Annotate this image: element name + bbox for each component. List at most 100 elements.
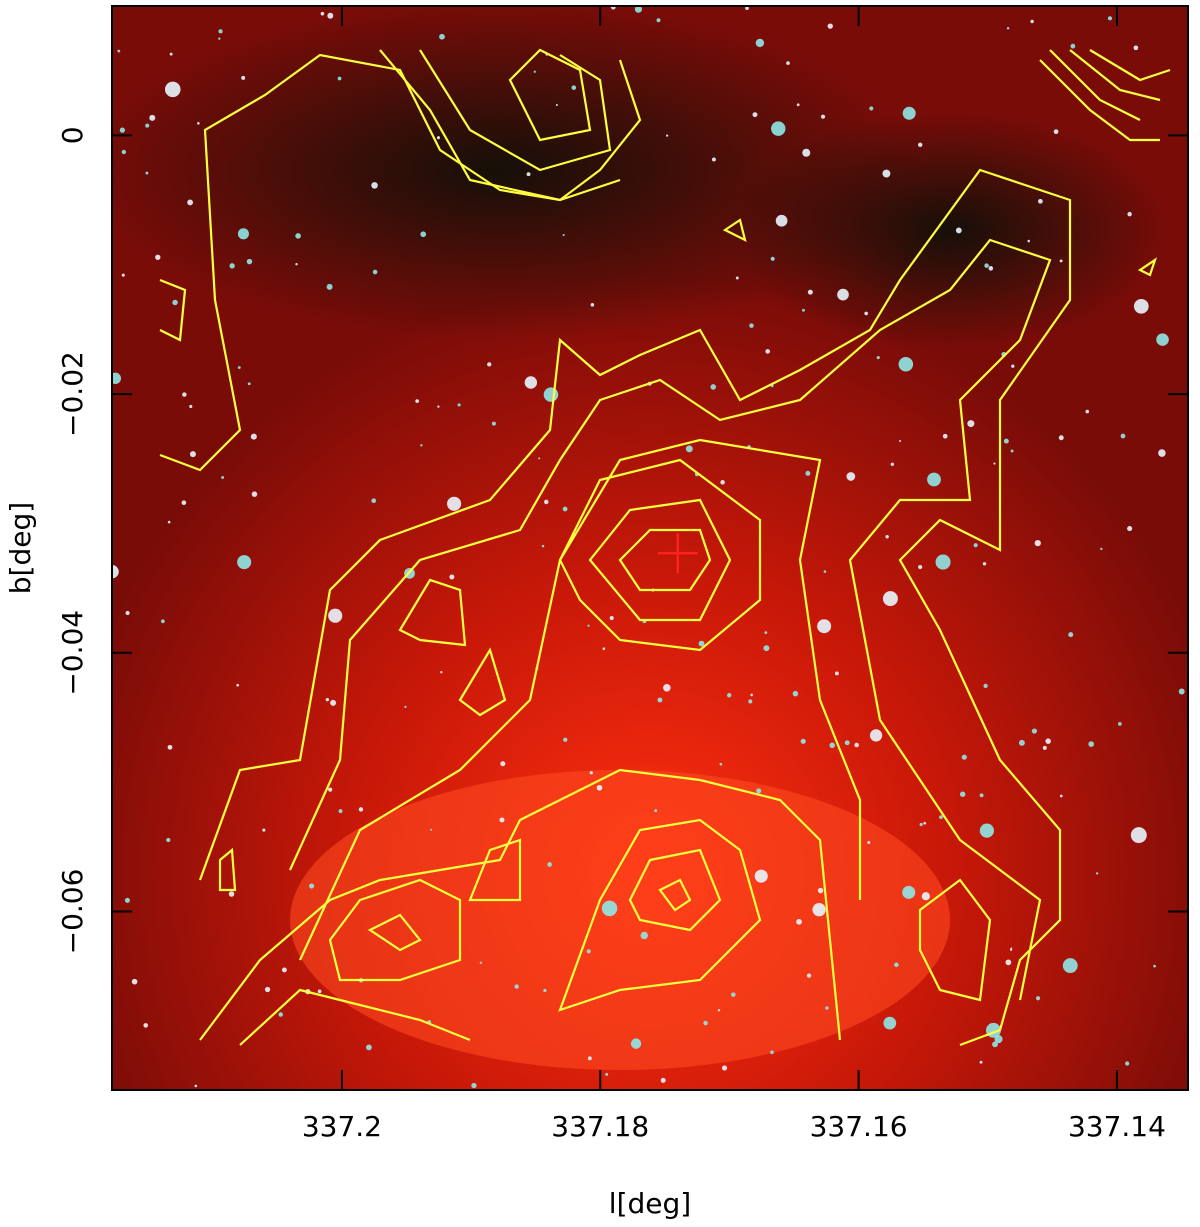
star — [942, 433, 948, 439]
star — [415, 399, 419, 403]
star — [1133, 45, 1139, 51]
star — [1005, 959, 1012, 966]
star — [430, 828, 433, 831]
star — [806, 973, 812, 978]
star — [919, 822, 923, 827]
star — [167, 520, 171, 524]
star — [796, 103, 800, 107]
star — [1088, 741, 1095, 747]
star — [1027, 239, 1031, 243]
star — [1062, 958, 1078, 974]
star — [869, 729, 883, 742]
star — [250, 433, 257, 440]
star — [902, 106, 916, 120]
star — [1070, 43, 1076, 49]
star — [955, 227, 962, 234]
star — [1100, 547, 1103, 551]
star — [984, 263, 989, 268]
star — [807, 289, 813, 295]
star — [1068, 632, 1074, 638]
star — [1030, 19, 1034, 24]
star — [1130, 827, 1147, 844]
star — [869, 106, 874, 111]
star — [763, 645, 770, 652]
star — [961, 754, 967, 760]
star — [1006, 26, 1010, 30]
star — [457, 403, 461, 407]
star — [327, 12, 334, 19]
star — [562, 506, 568, 512]
star — [827, 23, 833, 29]
star — [1118, 722, 1122, 726]
star — [533, 70, 536, 73]
star — [278, 1012, 284, 1017]
star — [1053, 129, 1059, 135]
star — [710, 384, 717, 390]
star — [197, 122, 200, 125]
star — [1031, 728, 1038, 734]
star — [145, 123, 150, 128]
star — [656, 18, 661, 23]
star — [820, 114, 826, 119]
star — [237, 228, 249, 240]
star — [630, 1038, 642, 1049]
star — [935, 554, 951, 570]
star — [571, 85, 577, 90]
star — [834, 671, 839, 676]
star — [1058, 435, 1064, 441]
star — [1127, 526, 1133, 532]
star — [979, 793, 984, 798]
star — [543, 387, 559, 402]
star — [844, 740, 850, 746]
star — [218, 37, 221, 40]
star — [295, 262, 298, 266]
star — [883, 1016, 897, 1030]
star — [1107, 16, 1113, 21]
star — [1045, 738, 1051, 744]
star — [145, 171, 149, 175]
y-axis-label: b[deg] — [4, 502, 37, 594]
star — [775, 214, 788, 227]
star — [748, 699, 753, 704]
star — [993, 462, 996, 465]
star — [786, 61, 790, 65]
star — [1034, 540, 1041, 547]
star — [771, 121, 786, 136]
x-tick-label: 337.18 — [551, 1110, 649, 1143]
star — [487, 362, 492, 367]
star — [921, 892, 930, 901]
star — [330, 699, 337, 706]
star — [194, 1084, 198, 1088]
star — [449, 574, 455, 580]
star — [755, 38, 765, 48]
star — [182, 392, 187, 397]
star — [372, 269, 378, 275]
star — [973, 543, 978, 548]
marker-cross — [657, 533, 698, 574]
star — [326, 283, 333, 290]
star — [587, 1056, 592, 1061]
star — [796, 918, 802, 925]
star — [752, 112, 758, 118]
star — [420, 231, 427, 238]
star — [338, 809, 343, 814]
star — [439, 33, 445, 40]
x-tick-label: 337.2 — [302, 1110, 382, 1143]
star — [420, 444, 423, 447]
star — [657, 697, 663, 703]
star — [500, 761, 506, 767]
star — [555, 104, 558, 107]
star — [663, 684, 671, 692]
star — [749, 323, 754, 328]
star — [735, 276, 739, 280]
star — [181, 500, 187, 506]
star — [117, 49, 121, 53]
star — [927, 472, 941, 487]
star — [1085, 409, 1090, 414]
star — [979, 823, 994, 838]
y-tick-label: −0.04 — [56, 610, 89, 696]
plot-frame — [111, 5, 1189, 1091]
star — [563, 737, 568, 742]
star — [218, 29, 223, 34]
star — [526, 172, 531, 177]
